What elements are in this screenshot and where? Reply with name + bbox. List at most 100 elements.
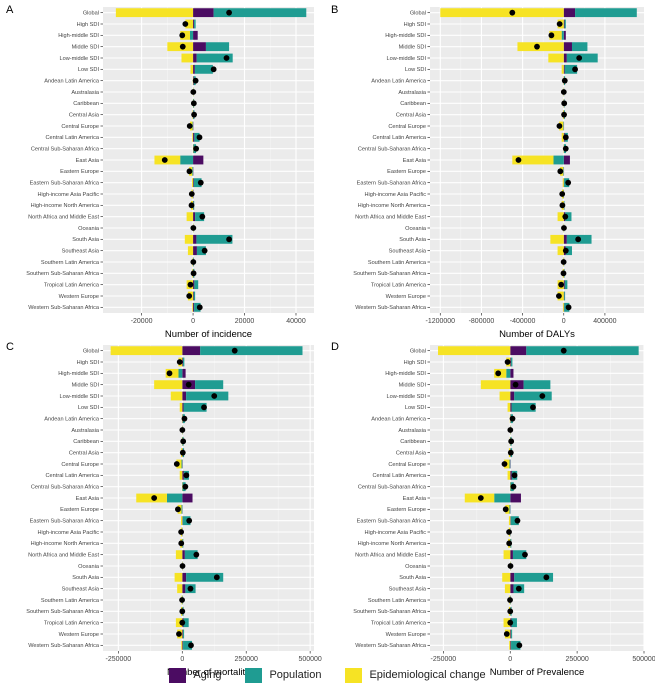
total-point-southeast-asia bbox=[201, 247, 208, 254]
panel-label: B bbox=[331, 4, 338, 16]
bar-population-north-africa-and-middle-east bbox=[184, 550, 198, 560]
x-tick-label: 400000 bbox=[593, 318, 616, 325]
y-tick-label: Eastern Sub-Saharan Africa bbox=[357, 180, 427, 186]
total-point-middle-sdi bbox=[179, 43, 186, 50]
legend-swatch-population bbox=[245, 667, 263, 683]
bar-aging-low-middle-sdi bbox=[193, 53, 197, 63]
bar-epidemiological-change-global bbox=[438, 346, 511, 356]
y-tick-label: Australasia bbox=[398, 428, 427, 434]
y-tick-label: Australasia bbox=[71, 90, 100, 96]
y-tick-label: Central Latin America bbox=[46, 135, 100, 141]
y-tick-label: Central Asia bbox=[69, 112, 100, 118]
bar-population-middle-sdi bbox=[195, 380, 224, 390]
panel-d: D Global High SDI High-middle SDI Middle SDI… bbox=[331, 341, 655, 678]
y-tick-label: Central Sub-Saharan Africa bbox=[358, 484, 427, 490]
bar-epidemiological-change-eastern-sub-saharan-africa bbox=[192, 178, 194, 188]
bar-population-high-sdi bbox=[511, 357, 513, 367]
y-tick-label: East Asia bbox=[76, 496, 100, 502]
bar-epidemiological-change-low-sdi bbox=[561, 64, 564, 74]
total-point-andean-latin-america bbox=[561, 77, 568, 84]
total-point-global bbox=[231, 347, 238, 354]
total-point-north-africa-and-middle-east bbox=[193, 551, 200, 558]
total-point-tropical-latin-america bbox=[179, 619, 186, 626]
bar-aging-middle-sdi bbox=[193, 42, 206, 52]
y-tick-label: Caribbean bbox=[400, 101, 426, 107]
bar-aging-tropical-latin-america bbox=[563, 280, 565, 290]
x-tick-label: 250000 bbox=[235, 656, 258, 663]
total-point-high-income-north-america bbox=[188, 202, 195, 209]
bar-aging-central-latin-america bbox=[193, 132, 195, 142]
bar-epidemiological-change-western-sub-saharan-africa bbox=[509, 640, 511, 650]
x-tick-label: 20000 bbox=[235, 318, 255, 325]
y-tick-label: Middle SDI bbox=[399, 382, 427, 388]
total-point-central-sub-saharan-africa bbox=[510, 483, 517, 490]
y-tick-label: Eastern Sub-Saharan Africa bbox=[357, 518, 427, 524]
bar-aging-east-asia bbox=[182, 493, 193, 503]
bar-epidemiological-change-southeast-asia bbox=[177, 584, 183, 594]
bar-population-central-europe bbox=[181, 459, 183, 469]
x-axis-title: Number of DALYs bbox=[499, 329, 575, 340]
bar-epidemiological-change-tropical-latin-america bbox=[175, 618, 183, 628]
bar-population-western-europe bbox=[183, 629, 185, 639]
bar-epidemiological-change-western-sub-saharan-africa bbox=[192, 302, 194, 312]
y-tick-label: Low-middle SDI bbox=[387, 56, 427, 62]
total-point-middle-sdi bbox=[534, 43, 540, 50]
bar-aging-south-asia bbox=[510, 572, 515, 582]
bar-population-southeast-asia bbox=[565, 246, 572, 256]
total-point-eastern-europe bbox=[557, 168, 564, 175]
bar-population-low-sdi bbox=[511, 402, 536, 412]
total-point-caribbean bbox=[561, 100, 568, 107]
total-point-central-asia bbox=[507, 449, 514, 456]
bar-aging-east-asia bbox=[193, 155, 204, 165]
bar-population-low-sdi bbox=[183, 402, 207, 412]
total-point-western-sub-saharan-africa bbox=[188, 642, 194, 649]
total-point-oceania bbox=[190, 225, 197, 231]
bar-aging-western-sub-saharan-africa bbox=[182, 640, 184, 650]
bar-population-middle-sdi bbox=[523, 380, 551, 390]
bar-epidemiological-change-high-sdi bbox=[185, 19, 194, 29]
bar-population-global bbox=[526, 346, 639, 356]
bar-epidemiological-change-north-africa-and-middle-east bbox=[503, 550, 511, 560]
bar-aging-high-middle-sdi bbox=[510, 368, 514, 378]
bar-population-central-europe bbox=[509, 459, 511, 469]
total-point-high-income-north-america bbox=[559, 202, 566, 209]
total-point-low-middle-sdi bbox=[223, 55, 230, 61]
legend-item-population: Population bbox=[245, 667, 321, 683]
bar-epidemiological-change-south-asia bbox=[502, 572, 511, 582]
total-point-global bbox=[509, 9, 516, 16]
bar-epidemiological-change-eastern-sub-saharan-africa bbox=[562, 178, 564, 188]
bar-epidemiological-change-low-sdi bbox=[507, 402, 511, 412]
y-tick-label: Central Latin America bbox=[373, 135, 427, 141]
total-point-south-asia bbox=[226, 236, 232, 243]
total-point-western-sub-saharan-africa bbox=[196, 304, 203, 311]
bar-epidemiological-change-middle-sdi bbox=[480, 380, 511, 390]
y-tick-label: Western Europe bbox=[59, 632, 99, 638]
total-point-low-sdi bbox=[572, 66, 578, 73]
bar-aging-western-europe bbox=[510, 629, 512, 639]
total-point-australasia bbox=[560, 89, 567, 95]
y-tick-label: High SDI bbox=[404, 360, 427, 366]
bar-aging-east-asia bbox=[510, 493, 521, 503]
y-tick-label: Central Latin America bbox=[46, 473, 100, 479]
x-tick-label: -1200000 bbox=[425, 318, 455, 325]
y-tick-label: Oceania bbox=[405, 226, 427, 232]
total-point-eastern-sub-saharan-africa bbox=[186, 517, 193, 524]
bar-population-high-sdi bbox=[564, 19, 566, 29]
bar-epidemiological-change-central-latin-america bbox=[179, 470, 183, 480]
y-tick-label: Australasia bbox=[398, 90, 427, 96]
y-tick-label: Southern Latin America bbox=[41, 260, 100, 266]
y-tick-label: Caribbean bbox=[400, 439, 426, 445]
y-tick-label: High-income Asia Pacific bbox=[37, 192, 99, 198]
total-point-southern-sub-saharan-africa bbox=[179, 608, 186, 615]
total-point-north-africa-and-middle-east bbox=[562, 213, 569, 220]
y-tick-label: High-income North America bbox=[358, 203, 427, 209]
x-axis-title: Number of incidence bbox=[165, 329, 252, 340]
total-point-high-income-asia-pacific bbox=[178, 529, 185, 535]
y-tick-label: Andean Latin America bbox=[371, 416, 427, 422]
total-point-western-sub-saharan-africa bbox=[565, 304, 572, 311]
total-point-central-europe bbox=[186, 123, 193, 129]
total-point-high-income-north-america bbox=[178, 540, 185, 547]
bar-epidemiological-change-eastern-sub-saharan-africa bbox=[181, 516, 183, 526]
bar-epidemiological-change-global bbox=[115, 8, 194, 18]
bar-epidemiological-change-low-middle-sdi bbox=[499, 391, 511, 401]
